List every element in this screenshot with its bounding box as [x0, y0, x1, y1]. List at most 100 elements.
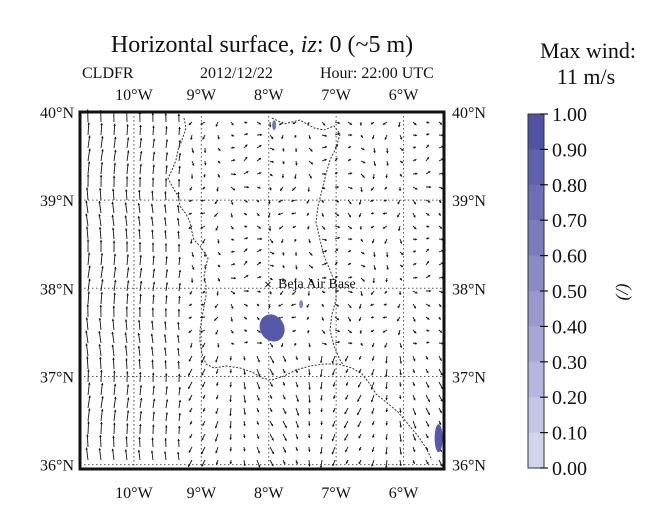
wind-vector: [425, 459, 429, 465]
border-line: [271, 117, 345, 367]
wind-vector: [191, 251, 195, 258]
wind-vector: [189, 186, 193, 191]
wind-vector: [217, 264, 221, 268]
wind-vector: [151, 372, 155, 383]
wind-vector: [85, 330, 89, 344]
wind-vector: [178, 165, 181, 175]
wind-vector: [243, 407, 247, 415]
wind-vector: [177, 373, 181, 383]
wind-vector: [202, 238, 206, 244]
wind-vector: [425, 368, 429, 374]
wind-vector: [201, 433, 206, 441]
wind-vector: [176, 334, 180, 344]
wind-vector: [291, 303, 297, 307]
wind-vector: [282, 355, 287, 362]
wind-vector: [176, 451, 180, 461]
wind-vector: [124, 449, 128, 461]
wind-vector: [334, 248, 339, 253]
wind-vector: [229, 355, 233, 361]
colorbar: 1.00 0.90 0.80 0.70 0.60 0.50 0.40 0.30 0.20 0.10…: [527, 104, 587, 480]
wind-vector: [126, 293, 129, 305]
wind-vector: [202, 342, 206, 348]
wind-vector: [188, 316, 193, 319]
wind-vector: [178, 295, 181, 305]
wind-vector: [360, 290, 363, 297]
wind-vector: [87, 265, 91, 279]
wind-vector: [113, 149, 117, 162]
wind-vector: [332, 407, 336, 413]
wind-vector: [295, 355, 298, 361]
wind-vector: [202, 290, 206, 294]
wind-vector: [201, 381, 206, 388]
wind-vector: [215, 355, 219, 363]
wind-vector: [138, 306, 142, 318]
wind-vector: [165, 152, 169, 162]
wind-vector: [291, 186, 297, 191]
wind-vector: [308, 277, 313, 283]
wind-vector: [306, 316, 310, 320]
cloud-area-1: [272, 120, 277, 131]
colorbar-segment-4: [528, 255, 544, 292]
wind-vector: [282, 459, 286, 465]
wind-vector: [164, 373, 168, 383]
wind-vector: [360, 173, 365, 178]
wind-vector: [176, 217, 180, 227]
wind-vector: [113, 123, 116, 136]
wind-vector: [139, 293, 142, 305]
wind-vector: [282, 264, 285, 269]
wind-vector: [320, 394, 323, 401]
wind-vector: [269, 342, 274, 348]
wind-vector: [87, 369, 90, 383]
wind-vector: [176, 347, 180, 357]
wind-vector: [98, 214, 102, 227]
wind-vector: [256, 381, 261, 390]
colorbar-segment-6: [528, 326, 544, 363]
wind-vector: [295, 446, 298, 452]
wind-vector: [347, 290, 353, 294]
wind-vector: [177, 191, 180, 201]
wind-vector: [202, 407, 206, 412]
wind-vector: [384, 238, 388, 244]
wind-vector: [438, 186, 444, 190]
wind-vector: [177, 178, 181, 188]
wind-vector: [243, 394, 247, 403]
wind-vector: [282, 381, 286, 386]
lon-tick-bottom-2: 8°W: [254, 485, 284, 502]
wind-vectors: [85, 109, 444, 468]
wind-vector: [399, 433, 403, 442]
wind-vector: [100, 266, 104, 279]
wind-vector: [282, 433, 287, 442]
wind-vector: [373, 251, 376, 257]
cloud-areas: [259, 120, 443, 453]
wind-vector: [164, 438, 167, 448]
wind-vector: [347, 262, 352, 266]
wind-vector: [139, 410, 143, 422]
wind-vector: [256, 394, 260, 401]
wind-vector: [152, 138, 156, 149]
wind-vector: [308, 147, 313, 152]
wind-vector: [347, 250, 352, 253]
wind-vector: [214, 199, 219, 205]
wind-vector: [334, 340, 341, 344]
wind-vector: [344, 355, 349, 362]
wind-vector: [256, 316, 260, 321]
wind-vector: [100, 253, 104, 266]
wind-vector: [320, 420, 323, 426]
wind-vector: [294, 134, 297, 138]
wind-vector: [345, 394, 349, 400]
wind-vector: [165, 139, 169, 149]
wind-vector: [269, 446, 275, 455]
wind-vector: [215, 459, 219, 465]
wind-vector: [100, 409, 104, 422]
wind-vector: [412, 329, 417, 334]
wind-vector: [164, 360, 167, 370]
wind-vector: [217, 147, 221, 152]
wind-vector: [397, 199, 401, 205]
wind-vector: [382, 212, 388, 215]
wind-vector: [151, 177, 155, 188]
wind-vector: [385, 394, 388, 401]
wind-vector: [291, 316, 297, 319]
wind-vector: [347, 303, 352, 309]
wind-vector: [425, 144, 430, 149]
wind-vector: [425, 260, 430, 266]
